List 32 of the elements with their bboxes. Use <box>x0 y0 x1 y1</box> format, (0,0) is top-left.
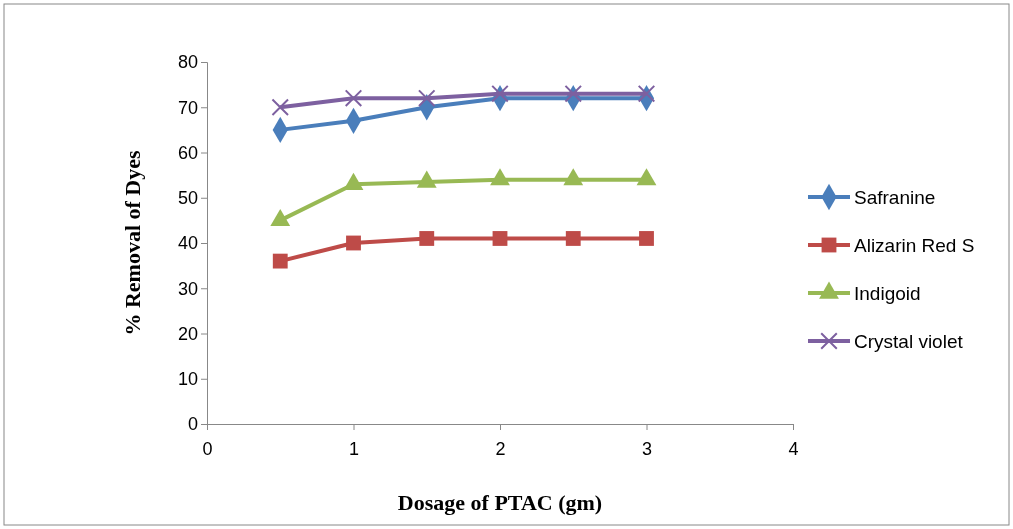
legend-label: Indigoid <box>854 283 921 304</box>
point <box>272 253 288 269</box>
y-axis-title: % Removal of Dyes <box>120 150 145 336</box>
point <box>271 98 290 117</box>
legend-label: Safranine <box>854 187 936 208</box>
point <box>564 84 583 103</box>
y-tick-label: 70 <box>177 97 198 118</box>
point <box>492 231 508 246</box>
x-tick-label: 2 <box>495 438 506 459</box>
x-tick-label: 1 <box>348 438 360 459</box>
point <box>419 231 435 246</box>
point <box>639 231 654 246</box>
point <box>637 84 656 103</box>
y-tick-label: 10 <box>177 369 198 390</box>
point <box>346 235 361 251</box>
x-tick-label: 3 <box>641 438 653 459</box>
point <box>417 89 436 107</box>
legend-label: Crystal violet <box>854 331 964 352</box>
x-axis-title: Dosage of PTAC (gm) <box>397 490 603 515</box>
legend-label: Alizarin Red S <box>854 235 975 256</box>
point <box>491 84 509 103</box>
point <box>565 231 581 246</box>
x-tick-label: 4 <box>788 438 799 459</box>
point <box>344 89 363 107</box>
y-tick-label: 60 <box>177 142 198 163</box>
y-tick-label: 50 <box>177 188 198 209</box>
y-tick-label: 80 <box>177 52 198 73</box>
x-tick-label: 0 <box>202 438 213 459</box>
y-tick-label: 40 <box>177 233 198 254</box>
y-tick-label: 30 <box>177 278 198 299</box>
y-tick-label: 20 <box>177 323 198 344</box>
y-tick-label: 0 <box>187 414 198 435</box>
